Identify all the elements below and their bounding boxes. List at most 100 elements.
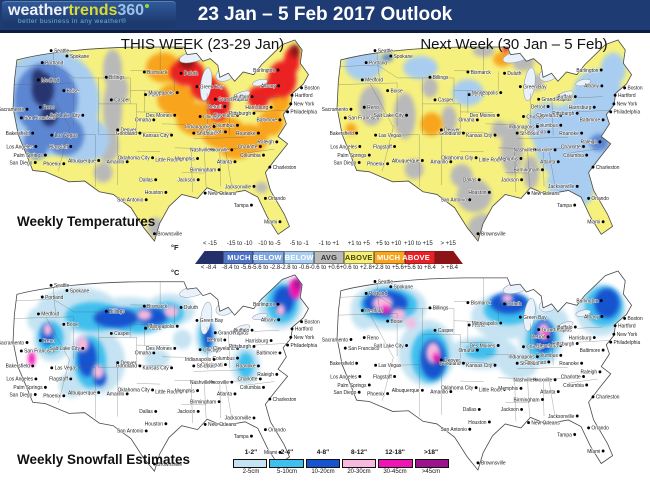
temp-legend-cell	[223, 251, 254, 264]
city-label: Billings	[109, 75, 125, 81]
city-marker	[262, 153, 265, 157]
city-label: Dallas	[463, 178, 477, 184]
city-marker	[559, 123, 563, 127]
city-marker	[223, 105, 227, 109]
city-label: Albany	[584, 84, 599, 90]
great-lake-shape	[200, 67, 213, 102]
city-label: Portland	[45, 60, 63, 66]
city-label: Cincinnati	[201, 130, 222, 136]
temp-legend-cell	[283, 251, 314, 264]
city-label: Pierre	[472, 92, 485, 98]
temp-range-c: +0.6 to +2.8	[339, 265, 372, 271]
city-marker	[598, 370, 602, 374]
city-label: Buffalo	[234, 328, 249, 334]
temp-legend-cell	[253, 251, 284, 264]
city-label: Buffalo	[557, 325, 572, 331]
city-marker	[476, 461, 480, 465]
city-label: Denver	[121, 128, 137, 134]
city-marker	[343, 116, 347, 120]
city-marker	[591, 395, 595, 399]
city-label: Tampa	[234, 434, 249, 440]
city-marker	[43, 385, 47, 389]
city-label: Flagstaff	[373, 144, 392, 150]
city-marker	[116, 361, 120, 365]
city-label: Sacramento	[0, 340, 24, 346]
city-label: Burlington	[576, 68, 598, 74]
city-label: Sacramento	[322, 337, 349, 343]
city-marker	[535, 355, 539, 359]
city-label: Green Bay	[200, 318, 224, 324]
city-marker	[154, 178, 158, 182]
city-label: Roanoke	[236, 364, 256, 370]
city-marker	[612, 102, 616, 106]
city-label: Boise	[390, 319, 402, 325]
city-label: Palm Springs	[13, 153, 43, 159]
city-marker	[613, 324, 617, 328]
city-marker	[601, 220, 605, 224]
city-label: Memphis	[175, 388, 195, 394]
temp-range-c: -5.6 to -2.8	[251, 265, 281, 271]
city-label: Casper	[438, 328, 454, 334]
city-label: Tampa	[557, 203, 572, 209]
city-marker	[601, 118, 605, 122]
city-marker	[153, 462, 156, 466]
city-marker	[573, 432, 577, 436]
city-label: Jackson	[501, 407, 519, 413]
city-marker	[203, 422, 207, 426]
city-marker	[49, 49, 53, 53]
city-label: San Diego	[334, 160, 357, 166]
city-label: New Orleans	[208, 191, 237, 197]
city-label: Buffalo	[557, 94, 572, 100]
city-label: San Diego	[333, 390, 356, 396]
fahrenheit-unit-label: °F	[171, 243, 179, 252]
city-marker	[37, 312, 40, 316]
city-label: Bakersfield	[6, 364, 31, 370]
city-label: Raleigh	[581, 370, 598, 376]
map-title-this-week: THIS WEEK (23-29 Jan)	[120, 36, 285, 53]
city-label: Kansas City	[143, 133, 170, 139]
city-label: Spokane	[394, 285, 414, 291]
snow-range-inches: 1-2"	[244, 449, 258, 456]
city-label: Albuquerque	[68, 390, 96, 396]
city-marker	[211, 148, 215, 152]
city-marker	[144, 198, 148, 202]
city-marker	[252, 416, 256, 420]
city-marker	[496, 113, 500, 117]
city-label: Kansas City	[466, 363, 493, 369]
city-marker	[290, 327, 294, 331]
city-label: Dallas	[463, 407, 477, 413]
city-marker	[474, 156, 478, 160]
city-label: Albuquerque	[392, 388, 420, 394]
city-marker	[357, 160, 361, 164]
city-marker	[33, 393, 37, 396]
city-label: Denver	[121, 360, 137, 366]
city-label: Palm Springs	[13, 385, 43, 391]
city-marker	[286, 343, 290, 347]
city-marker	[420, 158, 424, 162]
city-marker	[582, 374, 585, 378]
city-label: Memphis	[175, 156, 195, 162]
city-label: Pierre	[148, 326, 161, 332]
city-label: New York	[294, 335, 315, 341]
city-marker	[278, 118, 282, 122]
celsius-range-row: < -8.4 -8.4 to -5.6 -5.6 to -2.8 -2.8 to -0…	[195, 265, 463, 274]
city-marker	[19, 349, 23, 353]
city-label: Dallas	[139, 178, 153, 184]
city-label: San Francisco	[24, 349, 56, 355]
city-label: Harrisburg	[245, 338, 268, 344]
city-marker	[116, 128, 120, 132]
city-label: Knoxville	[533, 148, 553, 154]
snow-range-inches: 2-4"	[280, 449, 294, 456]
city-label: Atlanta	[540, 160, 555, 166]
city-marker	[367, 153, 371, 157]
city-label: Oklahoma City	[441, 385, 474, 391]
city-label: Boston	[627, 86, 642, 92]
us-outline	[12, 274, 309, 473]
city-marker	[153, 232, 156, 236]
city-label: Sacramento	[322, 107, 349, 113]
city-marker	[575, 111, 579, 115]
city-label: Columbia	[563, 383, 584, 389]
city-marker	[623, 86, 627, 90]
city-marker	[250, 203, 253, 207]
